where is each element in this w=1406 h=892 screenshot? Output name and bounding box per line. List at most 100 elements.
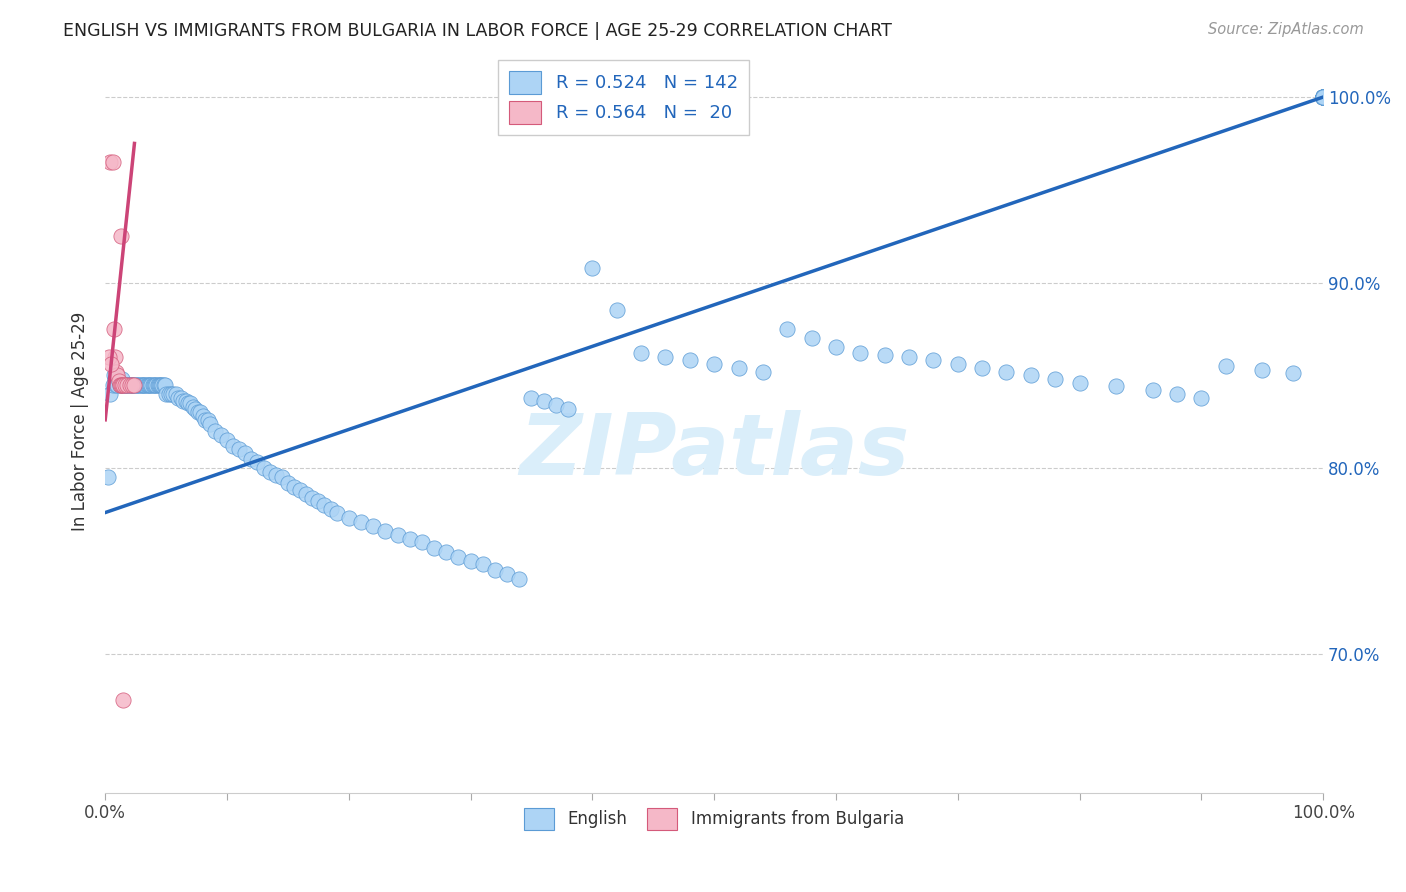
Point: [1189, 391, 1212, 405]
Point: [141, 377, 163, 392]
Point: [1312, 90, 1334, 104]
Point: [1312, 90, 1334, 104]
Point: [307, 494, 329, 508]
Point: [1312, 90, 1334, 104]
Point: [134, 377, 156, 392]
Point: [142, 377, 165, 392]
Point: [152, 377, 174, 392]
Point: [129, 377, 152, 392]
Point: [1043, 372, 1066, 386]
Point: [101, 155, 124, 169]
Point: [105, 368, 128, 383]
Point: [849, 346, 872, 360]
Point: [134, 377, 156, 392]
Point: [508, 572, 530, 586]
Point: [115, 377, 138, 392]
Point: [533, 394, 555, 409]
Point: [1312, 90, 1334, 104]
Point: [1019, 368, 1042, 383]
Point: [187, 405, 209, 419]
Point: [184, 401, 207, 416]
Point: [277, 475, 299, 490]
Point: [108, 377, 131, 392]
Point: [581, 260, 603, 275]
Point: [314, 498, 336, 512]
Point: [423, 541, 446, 555]
Point: [198, 417, 221, 431]
Point: [922, 353, 945, 368]
Point: [301, 491, 323, 505]
Point: [110, 377, 132, 392]
Point: [181, 400, 204, 414]
Point: [114, 377, 136, 392]
Point: [1312, 90, 1334, 104]
Text: ENGLISH VS IMMIGRANTS FROM BULGARIA IN LABOR FORCE | AGE 25-29 CORRELATION CHART: ENGLISH VS IMMIGRANTS FROM BULGARIA IN L…: [63, 22, 893, 40]
Point: [1312, 90, 1334, 104]
Point: [972, 360, 994, 375]
Point: [104, 350, 127, 364]
Point: [170, 391, 193, 405]
Point: [121, 377, 143, 392]
Point: [1312, 90, 1334, 104]
Point: [157, 387, 180, 401]
Point: [259, 465, 281, 479]
Point: [118, 377, 141, 392]
Point: [98, 387, 121, 401]
Point: [191, 409, 214, 423]
Point: [131, 377, 153, 392]
Text: Source: ZipAtlas.com: Source: ZipAtlas.com: [1208, 22, 1364, 37]
Point: [105, 377, 128, 392]
Point: [139, 377, 162, 392]
Point: [484, 563, 506, 577]
Point: [264, 468, 287, 483]
Point: [727, 360, 749, 375]
Point: [112, 693, 135, 707]
Point: [374, 524, 396, 538]
Point: [295, 487, 318, 501]
Point: [97, 470, 120, 484]
Point: [350, 515, 373, 529]
Point: [1281, 367, 1303, 381]
Point: [142, 377, 165, 392]
Point: [215, 434, 238, 448]
Point: [115, 377, 138, 392]
Point: [101, 377, 124, 392]
Point: [107, 374, 129, 388]
Point: [115, 377, 138, 392]
Point: [1312, 90, 1334, 104]
Point: [112, 377, 135, 392]
Point: [153, 377, 176, 392]
Point: [496, 566, 519, 581]
Point: [1312, 90, 1334, 104]
Text: ZIPatlas: ZIPatlas: [519, 409, 910, 493]
Point: [209, 427, 232, 442]
Point: [995, 365, 1018, 379]
Point: [1312, 90, 1334, 104]
Point: [110, 377, 132, 392]
Point: [1312, 90, 1334, 104]
Point: [122, 377, 145, 392]
Point: [107, 374, 129, 388]
Point: [434, 544, 457, 558]
Point: [1312, 90, 1334, 104]
Point: [1312, 90, 1334, 104]
Point: [873, 348, 896, 362]
Point: [361, 518, 384, 533]
Point: [174, 394, 197, 409]
Point: [1069, 376, 1091, 390]
Point: [97, 350, 120, 364]
Point: [1312, 90, 1334, 104]
Point: [1312, 90, 1334, 104]
Point: [398, 532, 420, 546]
Point: [152, 377, 174, 392]
Point: [1312, 90, 1334, 104]
Point: [1312, 90, 1334, 104]
Point: [1312, 90, 1334, 104]
Point: [117, 377, 139, 392]
Point: [252, 461, 274, 475]
Point: [108, 377, 131, 392]
Y-axis label: In Labor Force | Age 25-29: In Labor Force | Age 25-29: [72, 312, 89, 532]
Point: [136, 377, 159, 392]
Point: [1312, 90, 1334, 104]
Point: [222, 439, 245, 453]
